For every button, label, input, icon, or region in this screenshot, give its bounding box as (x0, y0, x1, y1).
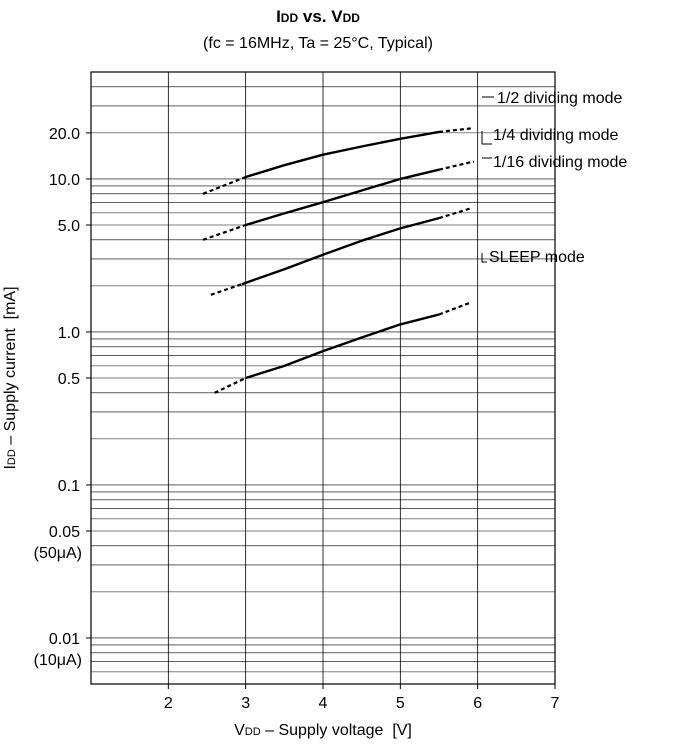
x-tick-label: 4 (319, 695, 328, 712)
series-label: SLEEP mode (489, 249, 585, 266)
y-tick-label: 0.5 (58, 371, 80, 388)
series-3 (214, 301, 471, 394)
x-tick-label: 3 (241, 695, 250, 712)
series-label: 1/16 dividing mode (493, 154, 627, 171)
chart-title: IDD vs. VDD (276, 7, 360, 26)
series-line (245, 168, 440, 227)
y-tick-label: 0.01 (49, 631, 80, 648)
series-2 (210, 207, 471, 296)
series-1 (202, 160, 475, 241)
y-tick-sublabel: (10μA) (34, 652, 82, 669)
grid (91, 72, 555, 684)
series-line-dashed-low (214, 377, 247, 394)
series-line-dashed-high (438, 207, 471, 220)
series-label: 1/2 dividing mode (497, 90, 623, 107)
series-line-dashed-high (438, 301, 471, 316)
series-line-dashed-low (202, 223, 247, 241)
x-tick-labels: 2 3 4 5 6 7 (164, 684, 560, 712)
series-line (245, 313, 440, 380)
y-tick-label: 1.0 (58, 325, 80, 342)
series-line-dashed-low (210, 283, 243, 296)
series-line-dashed-high (438, 127, 474, 133)
x-axis-label: VDD – Supply voltage [V] (234, 722, 412, 739)
series-line (241, 216, 440, 286)
series-label-leader (481, 253, 487, 263)
x-tick-label: 2 (164, 695, 173, 712)
series-labels: 1/2 dividing mode 1/4 dividing mode 1/16 d… (481, 90, 627, 266)
series-label-leader (481, 131, 492, 145)
series-layer (202, 127, 475, 394)
series-0 (202, 127, 474, 195)
chart-subtitle: (fc = 16MHz, Ta = 25°C, Typical) (203, 35, 433, 52)
y-axis-label: IDD – Supply current [mA] (2, 286, 19, 469)
y-tick-label: 5.0 (58, 218, 80, 235)
y-tick-sublabel: (50μA) (34, 545, 82, 562)
series-label: 1/4 dividing mode (493, 127, 619, 144)
y-tick-label: 10.0 (49, 172, 80, 189)
x-tick-label: 7 (551, 695, 560, 712)
x-tick-label: 6 (473, 695, 482, 712)
series-line-dashed-high (438, 160, 475, 171)
series-line (245, 130, 440, 179)
y-tick-labels: 20.0 10.0 5.0 1.0 0.5 0.1 0.05 (50μA) 0.01 (10μA) (34, 126, 91, 669)
series-line-dashed-low (202, 175, 247, 195)
y-tick-label: 20.0 (49, 126, 80, 143)
y-tick-label: 0.05 (49, 524, 80, 541)
y-tick-label: 0.1 (58, 478, 80, 495)
x-tick-label: 5 (396, 695, 405, 712)
